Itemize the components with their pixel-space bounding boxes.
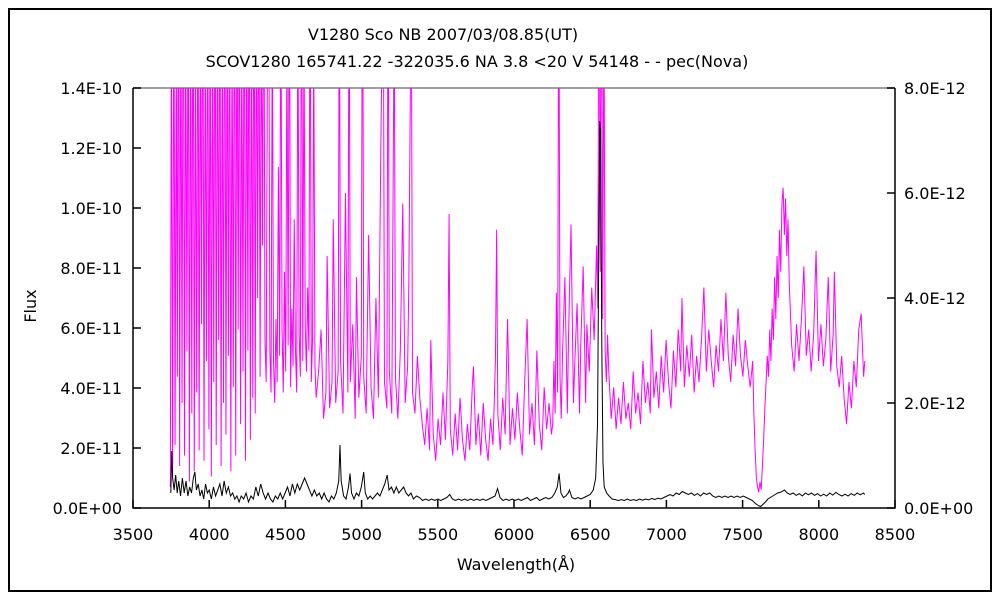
y-axis-label: Flux xyxy=(21,289,40,322)
chart-title: V1280 Sco NB 2007/03/08.85(UT) xyxy=(308,25,578,44)
x-tick-label: 7000 xyxy=(646,525,687,544)
x-tick-label: 8500 xyxy=(875,525,916,544)
flux-spectrum-line xyxy=(170,120,866,508)
x-axis-label: Wavelength(Å) xyxy=(457,555,575,574)
left-tick-label: 8.0E-11 xyxy=(60,259,122,278)
right-tick-label: 0.0E+00 xyxy=(904,499,973,518)
scaled-flux-spectrum-line xyxy=(169,88,866,493)
left-tick-label: 0.0E+00 xyxy=(53,499,122,518)
x-tick-label: 6000 xyxy=(494,525,535,544)
left-tick-label: 2.0E-11 xyxy=(60,439,122,458)
left-tick-label: 1.4E-10 xyxy=(60,79,122,98)
x-tick-label: 6500 xyxy=(570,525,611,544)
figure-border xyxy=(8,8,992,592)
chart-subtitle: SCOV1280 165741.22 -322035.6 NA 3.8 <20 … xyxy=(206,52,749,71)
right-tick-label: 8.0E-12 xyxy=(904,79,966,98)
left-tick-label: 6.0E-11 xyxy=(60,319,122,338)
left-tick-label: 1.0E-10 xyxy=(60,199,122,218)
right-axis-ticks: 0.0E+00 2.0E-12 4.0E-12 6.0E-12 8.0E-12 xyxy=(887,79,973,518)
right-tick-label: 4.0E-12 xyxy=(904,289,966,308)
left-tick-label: 4.0E-11 xyxy=(60,379,122,398)
x-tick-label: 8000 xyxy=(798,525,839,544)
left-axis-ticks: 0.0E+00 2.0E-11 4.0E-11 6.0E-11 8.0E-11 1.0E-… xyxy=(53,79,141,518)
x-tick-label: 5500 xyxy=(417,525,458,544)
x-tick-label: 5000 xyxy=(341,525,382,544)
right-tick-label: 2.0E-12 xyxy=(904,394,966,413)
right-tick-label: 6.0E-12 xyxy=(904,184,966,203)
data-series xyxy=(169,88,866,508)
x-tick-label: 7500 xyxy=(722,525,763,544)
x-tick-label: 4500 xyxy=(265,525,306,544)
x-tick-label: 3500 xyxy=(113,525,154,544)
x-axis-ticks: 3500 4000 4500 5000 5500 6000 6500 7000 7500 8000… xyxy=(113,500,916,544)
left-tick-label: 1.2E-10 xyxy=(60,139,122,158)
x-tick-label: 4000 xyxy=(189,525,230,544)
